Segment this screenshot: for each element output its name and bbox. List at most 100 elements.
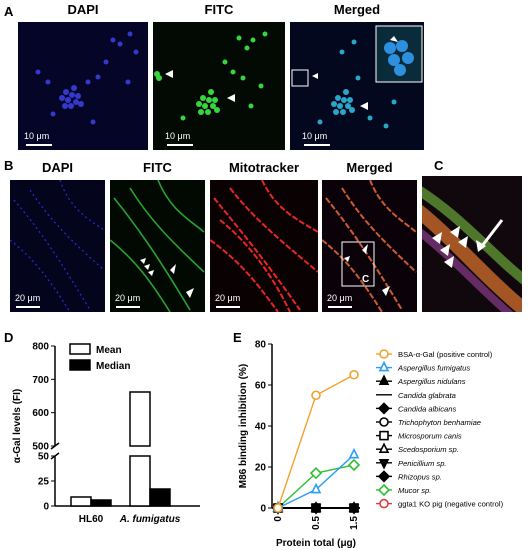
scale-bar [26, 144, 52, 146]
data-point [348, 501, 360, 512]
y-tick-label: 40 [255, 422, 267, 433]
y-tick-label: 60 [255, 381, 267, 392]
row-b-title-dapi: DAPI [41, 160, 74, 175]
y-tick-label: 80 [255, 340, 267, 351]
x-axis-label: Protein total (μg) [276, 538, 356, 549]
legend-marker [378, 459, 390, 470]
micrograph-a-dapi: 10 μm [18, 22, 148, 150]
legend-swatch-mean [69, 343, 91, 355]
scale-label: 10 μm [24, 131, 50, 141]
legend-label: Penicillium sp. [398, 459, 447, 468]
data-point [310, 501, 322, 512]
micrograph-b-mitotracker: 20 μm [210, 180, 318, 312]
legend-label: Rhizopus sp. [398, 472, 442, 481]
scale-bar [216, 306, 240, 308]
bar-mean-upper [129, 391, 151, 447]
legend-swatch-median [69, 359, 91, 371]
legend-label: Trichophyton benhamiae [398, 418, 481, 427]
legend-marker [379, 498, 389, 509]
legend-label: BSA-α-Gal (positive control) [398, 350, 493, 359]
chart-e-m86-binding: 0 20 40 60 80 0 0.5 1.5 Protein total (μg) M86 bi… [238, 340, 504, 550]
fitc-cells-a [154, 31, 268, 121]
data-point [273, 503, 283, 513]
legend-label: Aspergillus nidulans [397, 377, 466, 386]
scale-bar [304, 144, 330, 146]
zoom-hyphae-c [422, 186, 522, 312]
micrograph-a-merged: 10 μm [290, 22, 424, 150]
scale-bar [328, 306, 352, 308]
mito-hyphae-b [210, 180, 318, 312]
data-point [347, 458, 361, 472]
legend-label: Aspergillus fumigatus [397, 364, 470, 373]
legend-label: Microsporum canis [398, 432, 462, 441]
scale-label: 20 μm [215, 293, 241, 303]
series-line [277, 454, 355, 509]
bar-mean [70, 496, 92, 507]
chart-d-alpha-gal-levels: 500 600 700 800 0 25 50 α-Gal levels (FI) HL60 A… [12, 342, 200, 525]
micrograph-b-fitc: 20 μm [110, 180, 205, 312]
data-point [310, 482, 322, 494]
data-point [311, 390, 321, 401]
panel-label-d: D [4, 330, 14, 345]
x-tick-label: 1.5 [349, 516, 360, 530]
y-tick-label: 0 [260, 504, 266, 515]
y-tick-label: 25 [38, 477, 50, 488]
legend-marker [377, 402, 391, 415]
scale-label: 10 μm [165, 131, 191, 141]
y-tick-label: 0 [43, 502, 49, 513]
legend-label-median: Median [96, 361, 130, 372]
bar-median [149, 488, 171, 507]
legend-label-mean: Mean [96, 345, 122, 356]
scale-bar [167, 144, 193, 146]
y-axis-label: α-Gal levels (FI) [12, 389, 23, 464]
row-b-title-merged: Merged [346, 160, 393, 175]
dapi-hyphae-b [10, 180, 105, 312]
merged-cells-a [291, 25, 423, 129]
dapi-cells-a [35, 31, 139, 125]
x-tick-label: 0 [273, 516, 284, 522]
y-tick-label: 500 [32, 442, 49, 453]
y-tick-label: 50 [38, 452, 50, 463]
merged-hyphae-b: C [322, 180, 417, 312]
row-a-title-fitc: FITC [204, 2, 234, 17]
legend-label: ggta1 KO pig (negative control) [398, 500, 504, 509]
scale-bar [116, 306, 140, 308]
legend-label: Candida albicans [398, 404, 456, 413]
micrograph-c-zoom [422, 176, 522, 312]
y-tick-label: 800 [32, 342, 49, 353]
row-b-title-fitc: FITC [143, 160, 172, 175]
y-axis-label: M86 binding inhibition (%) [238, 364, 249, 488]
legend-label: Candida glabrata [398, 391, 456, 400]
legend-label: Scedosporium sp. [398, 445, 459, 454]
y-tick-label: 20 [255, 463, 267, 474]
scale-bar [16, 306, 40, 308]
panel-label-c: C [434, 158, 444, 173]
inset-box-label: C [362, 274, 369, 285]
legend-marker [379, 349, 389, 359]
data-point [349, 369, 359, 380]
scale-label: 20 μm [115, 293, 141, 303]
zoom-inset [375, 25, 423, 83]
legend-marker [379, 430, 389, 441]
micrograph-a-fitc: 10 μm [153, 22, 285, 150]
legend-marker [377, 470, 391, 483]
x-tick-label: 0.5 [311, 516, 322, 530]
bar-median [90, 499, 112, 507]
scale-label: 10 μm [302, 131, 328, 141]
legend-marker [378, 374, 390, 386]
bar-mean [129, 455, 151, 507]
micrograph-b-dapi: 20 μm [10, 180, 105, 312]
legend-label: Mucor sp. [398, 486, 431, 495]
panel-label-a: A [4, 4, 14, 19]
row-a-title-merged: Merged [333, 2, 381, 17]
data-point [348, 447, 360, 459]
x-category-label: A. fumigatus [119, 514, 181, 525]
inset-source-box [291, 69, 309, 87]
row-a-title-dapi: DAPI [67, 2, 99, 17]
data-point [309, 467, 323, 480]
panel-label-e: E [233, 330, 242, 345]
x-category-label: HL60 [79, 514, 104, 525]
scale-label: 20 μm [15, 293, 41, 303]
panel-label-b: B [4, 158, 14, 173]
legend-marker [377, 483, 391, 497]
